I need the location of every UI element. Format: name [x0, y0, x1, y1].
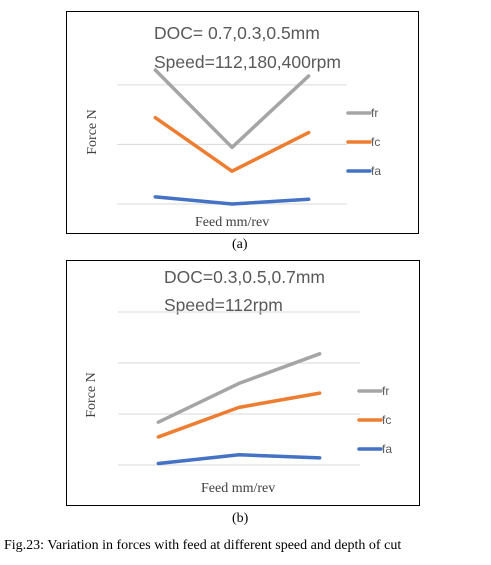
- chart-a-title-line1: DOC= 0.7,0.3,0.5mm: [154, 23, 320, 43]
- chart-a-plot: fr fc fa: [117, 68, 381, 206]
- chart-b-plot: fr fc fa: [118, 311, 392, 466]
- chart-b-title-line1: DOC=0.3,0.5,0.7mm: [164, 267, 325, 287]
- chart-a-legend-label-fc: fc: [371, 135, 380, 149]
- chart-a-xlabel: Feed mm/rev: [195, 215, 270, 230]
- chart-b-series-fa-line: [156, 453, 322, 466]
- chart-b-legend-label-fc: fc: [382, 413, 391, 427]
- chart-b-title-line2: Speed=112rpm: [164, 295, 283, 315]
- figure-caption: Fig.23: Variation in forces with feed at…: [4, 538, 402, 553]
- chart-panel-b: DOC=0.3,0.5,0.7mm Speed=112rpm Force N F…: [66, 260, 420, 506]
- chart-a-series-fa-line: [153, 195, 311, 206]
- chart-a-sublabel: (a): [232, 237, 248, 252]
- chart-a-legend-label-fa: fa: [371, 164, 381, 178]
- chart-b-sublabel: (b): [232, 511, 249, 526]
- chart-b-xlabel: Feed mm/rev: [201, 481, 276, 496]
- chart-a-legend-label-fr: fr: [371, 106, 378, 120]
- chart-a-title-line2: Speed=112,180,400rpm: [154, 52, 341, 72]
- chart-b-series-fr-line: [156, 352, 322, 424]
- chart-b-series-fc-line: [156, 391, 322, 439]
- chart-b-legend-label-fr: fr: [382, 384, 389, 398]
- chart-panel-a: DOC= 0.7,0.3,0.5mm Speed=112,180,400rpm …: [66, 11, 419, 234]
- chart-b-legend-label-fa: fa: [382, 442, 392, 456]
